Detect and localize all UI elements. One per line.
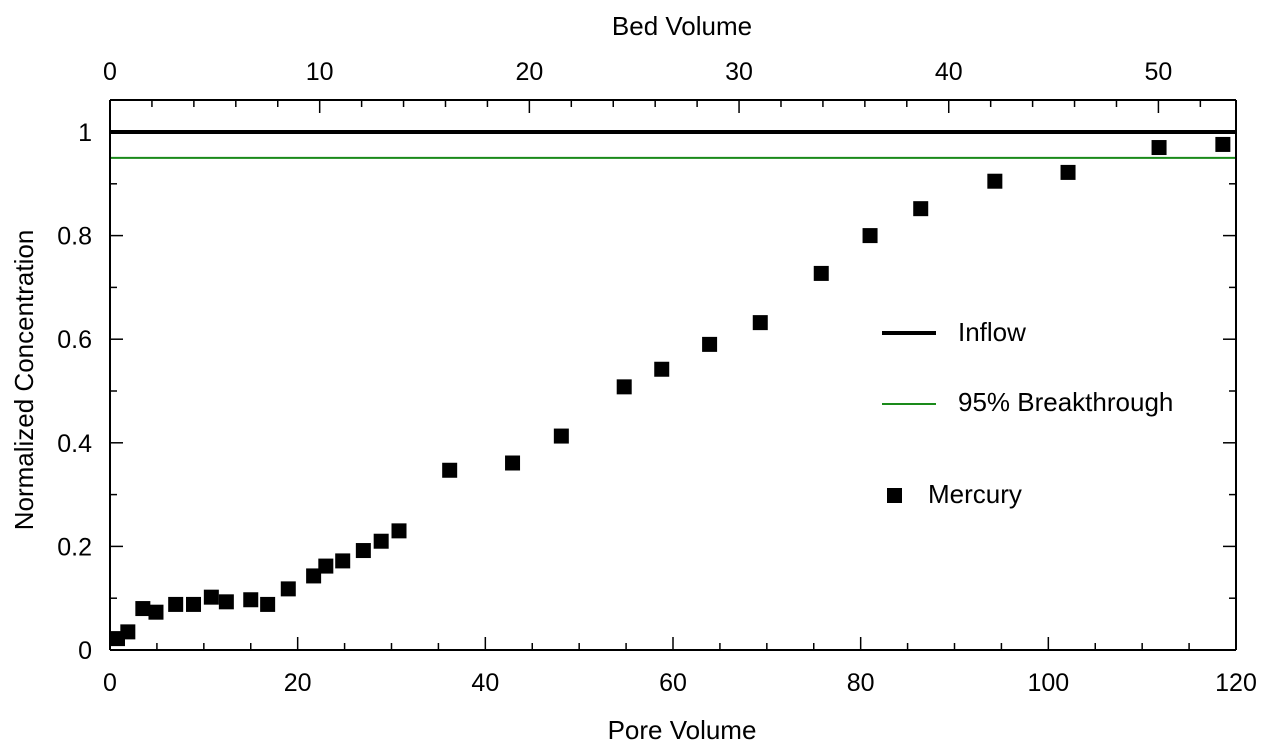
mercury-data-point <box>186 596 202 612</box>
mercury-data-point <box>702 336 718 352</box>
y-tick-label: 0.6 <box>57 326 92 354</box>
mercury-data-point <box>987 173 1003 189</box>
reference-lines <box>110 130 1236 159</box>
mercury-data-point <box>654 361 670 377</box>
top-x-tick-label: 20 <box>515 58 543 86</box>
x-tick-label: 60 <box>659 669 687 697</box>
mercury-data-point <box>203 589 219 605</box>
mercury-data-point <box>813 265 829 281</box>
mercury-data-point <box>120 624 136 640</box>
y-tick-label: 0 <box>78 637 92 665</box>
x-tick-label: 80 <box>847 669 875 697</box>
x-tick-label: 0 <box>103 669 117 697</box>
mercury-data-point <box>505 455 521 471</box>
mercury-data-point <box>1151 140 1167 156</box>
y-tick-label: 0.8 <box>57 223 92 251</box>
mercury-data-point <box>1060 164 1076 180</box>
mercury-data-point <box>355 543 371 559</box>
y-axis-title: Normalized Concentration <box>9 230 39 531</box>
x-tick-label: 40 <box>471 669 499 697</box>
legend-mercury-marker <box>887 488 902 503</box>
legend-inflow-label: Inflow <box>958 317 1026 347</box>
axes <box>109 99 1237 651</box>
mercury-data-point <box>243 592 259 608</box>
legend-breakthrough-label: 95% Breakthrough <box>958 387 1173 417</box>
top-x-tick-label: 30 <box>725 58 753 86</box>
mercury-data-point <box>616 379 632 395</box>
x-axis-title: Pore Volume <box>608 715 757 745</box>
mercury-data-point <box>148 604 164 620</box>
mercury-data-point <box>335 553 351 569</box>
mercury-data-point <box>135 601 151 617</box>
top-x-tick-label: 0 <box>103 58 117 86</box>
mercury-data-point <box>553 428 569 444</box>
mercury-data-point <box>1215 136 1231 152</box>
mercury-data-point <box>752 315 768 331</box>
mercury-data-point <box>373 533 389 549</box>
legend: Inflow 95% Breakthrough Mercury <box>882 317 1173 509</box>
mercury-data-point <box>913 201 929 217</box>
ticks: 0 20 40 60 80 100 120 0 10 20 30 40 50 0 0.2 0.4 0.6 0.8 1 <box>57 58 1257 697</box>
top-x-axis-title: Bed Volume <box>612 11 752 41</box>
legend-mercury-label: Mercury <box>928 479 1022 509</box>
y-tick-label: 0.4 <box>57 430 92 458</box>
mercury-data-point <box>318 558 334 574</box>
mercury-data-point <box>218 594 234 610</box>
mercury-data-point <box>306 568 322 584</box>
mercury-data-point <box>260 596 276 612</box>
x-tick-label: 100 <box>1027 669 1069 697</box>
x-tick-label: 20 <box>284 669 312 697</box>
y-tick-label: 0.2 <box>57 533 92 561</box>
top-x-tick-label: 10 <box>306 58 334 86</box>
mercury-data-point <box>862 228 878 244</box>
mercury-data-point <box>442 462 458 478</box>
y-tick-label: 1 <box>78 119 92 147</box>
top-x-tick-label: 40 <box>935 58 963 86</box>
top-x-tick-label: 50 <box>1145 58 1173 86</box>
x-tick-label: 120 <box>1215 669 1257 697</box>
mercury-data-point <box>280 581 296 597</box>
mercury-data-point <box>391 523 407 539</box>
mercury-data-point <box>168 596 184 612</box>
data-points <box>110 136 1231 647</box>
